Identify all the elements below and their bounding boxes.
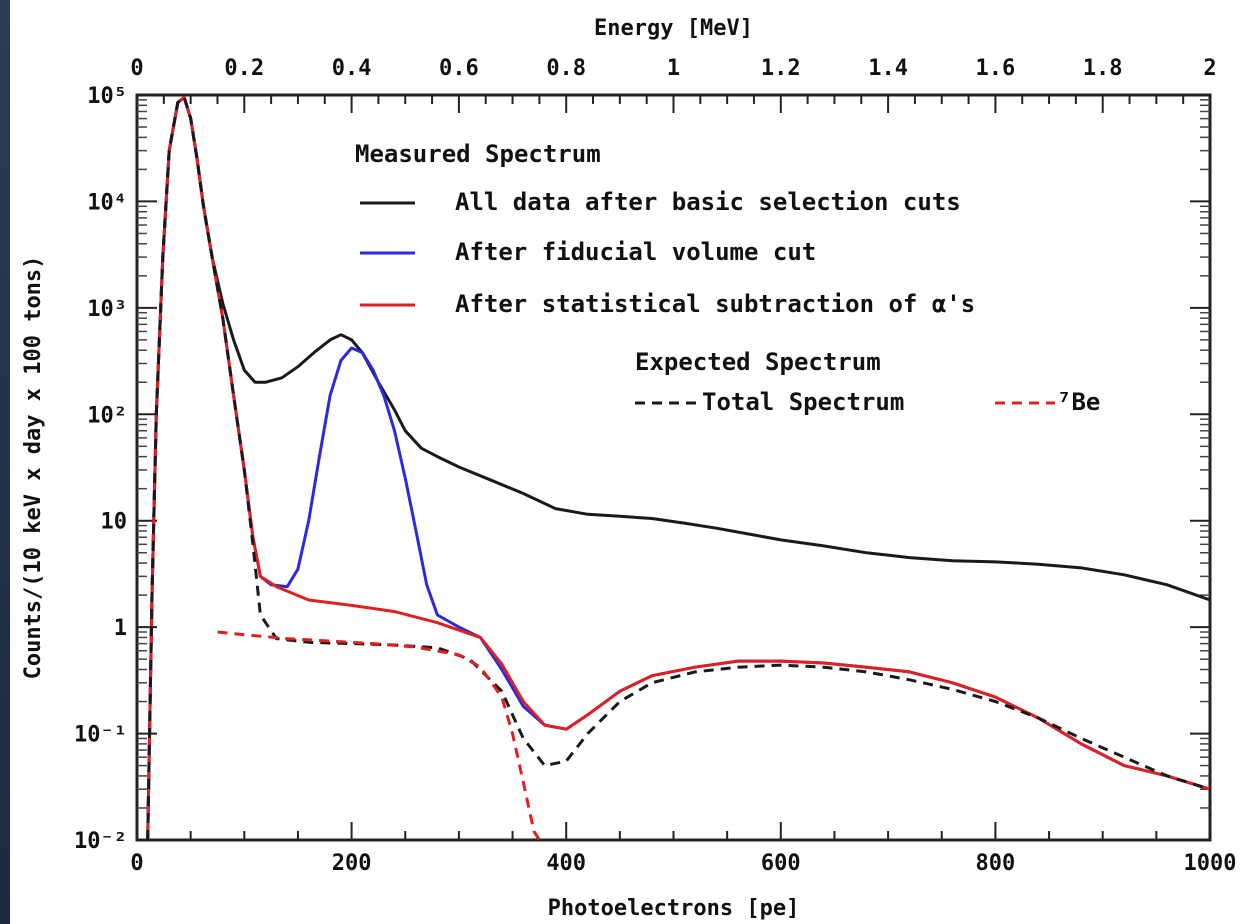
legend-label: After fiducial volume cut [455,238,816,266]
x2-axis-title: Energy [MeV] [594,16,753,41]
x-tick-label: 200 [332,851,372,876]
x-axis-title: Photoelectrons [pe] [548,896,800,921]
chart-figure: 0 200 400 600 800 1000 0 0.2 0.4 0.6 0.8 1 1.2 1.4 1.6… [10,0,1249,924]
y-tick-label: 1 [114,616,127,641]
y-tick-label: 10² [87,403,127,428]
y-tick-label: 10⁻¹ [74,723,127,748]
x2-tick-label: 2 [1203,56,1216,81]
y-tick-label: 10 [101,510,128,535]
legend-label: All data after basic selection cuts [455,188,961,216]
legend-label-expected: Total Spectrum [702,388,904,416]
legend-header-measured: Measured Spectrum [355,140,601,168]
x2-tick-label: 1.6 [976,56,1016,81]
x-tick-label: 1000 [1184,851,1237,876]
x2-tick-label: 0.4 [332,56,372,81]
x2-tick-label: 0.2 [224,56,264,81]
x2-tick-label: 0 [130,56,143,81]
x-tick-label: 800 [976,851,1016,876]
y-tick-label: 10³ [87,297,127,322]
x-tick-label: 0 [130,851,143,876]
x-tick-label: 600 [761,851,801,876]
x2-tick-label: 1.2 [761,56,801,81]
series-line-4 [217,630,541,840]
legend-label: After statistical subtraction of α's [455,290,975,318]
x2-tick-label: 1 [667,56,680,81]
x2-tick-label: 1.8 [1083,56,1123,81]
y-tick-label: 10⁴ [87,190,127,215]
x2-tick-label: 1.4 [868,56,908,81]
y-axis-title: Counts/(10 keV x day x 100 tons) [21,256,46,680]
x-tick-label: 400 [546,851,586,876]
spectrum-chart: 0 200 400 600 800 1000 0 0.2 0.4 0.6 0.8 1 1.2 1.4 1.6… [21,16,1237,921]
legend-header-expected: Expected Spectrum [635,348,881,376]
y-tick-label: 10⁵ [87,84,127,109]
x2-tick-label: 0.6 [439,56,479,81]
legend-label-expected: ⁷Be [1057,388,1100,416]
x2-tick-label: 0.8 [546,56,586,81]
series-line-3 [146,95,1210,840]
y-tick-label: 10⁻² [74,829,127,854]
